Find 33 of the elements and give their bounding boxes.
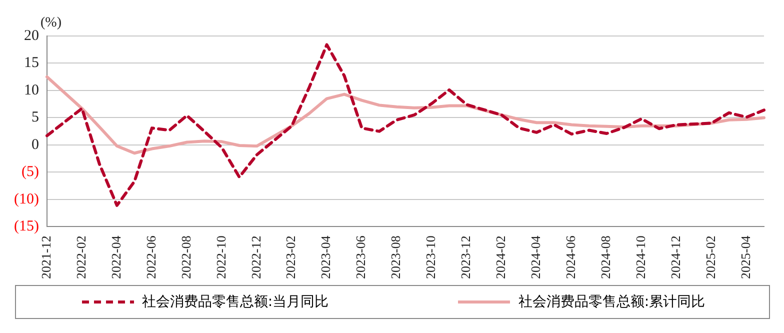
x-tick-label: 2022-04 xyxy=(108,235,124,280)
x-tick-label: 2023-10 xyxy=(423,236,438,280)
x-tick-label: 2022-02 xyxy=(73,236,88,280)
y-tick-label: (5) xyxy=(21,164,39,180)
x-tick-label: 2024-06 xyxy=(563,235,578,280)
x-tick-label: 2025-02 xyxy=(702,236,718,280)
x-tick-label: 2022-06 xyxy=(143,235,158,280)
x-tick-label: 2023-08 xyxy=(388,236,404,280)
x-tick-label: 2023-12 xyxy=(458,236,474,280)
y-tick-label: 20 xyxy=(24,28,39,44)
y-tick-label: (15) xyxy=(14,218,39,235)
x-tick-label: 2023-04 xyxy=(318,235,334,280)
x-tick-label: 2023-02 xyxy=(283,236,298,280)
y-tick-label: (10) xyxy=(14,191,39,208)
y-tick-label: 10 xyxy=(24,82,39,98)
y-tick-label: 15 xyxy=(24,55,39,72)
x-tick-label: 2024-08 xyxy=(598,236,614,280)
line-series xyxy=(45,43,766,207)
x-tick-label: 2024-12 xyxy=(668,236,683,280)
x-tick-label: 2022-08 xyxy=(178,236,194,280)
x-tick-label: 2022-10 xyxy=(213,236,228,280)
x-tick-label: 2021-12 xyxy=(38,236,54,280)
x-tick-label: 2022-12 xyxy=(248,236,264,280)
x-tick-label: 2024-04 xyxy=(528,235,544,280)
y-tick-label: 5 xyxy=(31,110,39,126)
x-tick-label: 2025-04 xyxy=(738,235,753,280)
x-tick-label: 2023-06 xyxy=(353,235,368,280)
x-tick-label: 2024-02 xyxy=(493,236,508,280)
legend-label: 社会消费品零售总额:累计同比 xyxy=(518,293,706,311)
y-axis-title: (%) xyxy=(40,16,62,31)
y-tick-label: 0 xyxy=(31,136,39,153)
x-tick-label: 2024-10 xyxy=(633,236,648,280)
legend-label: 社会消费品零售总额:当月同比 xyxy=(142,293,329,311)
